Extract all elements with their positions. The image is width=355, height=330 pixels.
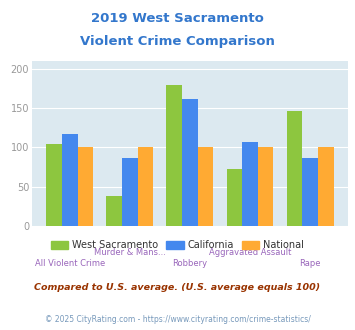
Bar bbox=[106, 196, 122, 226]
Bar bbox=[226, 169, 242, 226]
Bar bbox=[318, 148, 334, 226]
Bar bbox=[258, 148, 273, 226]
Text: Rape: Rape bbox=[299, 259, 321, 268]
Bar bbox=[182, 99, 198, 226]
Bar bbox=[62, 134, 77, 226]
Bar bbox=[198, 148, 213, 226]
Bar bbox=[242, 142, 258, 226]
Bar bbox=[166, 85, 182, 226]
Bar bbox=[302, 158, 318, 226]
Bar bbox=[122, 158, 138, 226]
Bar bbox=[46, 144, 62, 226]
Text: All Violent Crime: All Violent Crime bbox=[35, 259, 105, 268]
Bar bbox=[287, 111, 302, 226]
Bar bbox=[77, 148, 93, 226]
Text: Compared to U.S. average. (U.S. average equals 100): Compared to U.S. average. (U.S. average … bbox=[34, 283, 321, 292]
Text: © 2025 CityRating.com - https://www.cityrating.com/crime-statistics/: © 2025 CityRating.com - https://www.city… bbox=[45, 315, 310, 324]
Text: 2019 West Sacramento: 2019 West Sacramento bbox=[91, 12, 264, 24]
Legend: West Sacramento, California, National: West Sacramento, California, National bbox=[47, 236, 308, 254]
Bar bbox=[138, 148, 153, 226]
Text: Murder & Mans...: Murder & Mans... bbox=[94, 248, 166, 257]
Text: Violent Crime Comparison: Violent Crime Comparison bbox=[80, 35, 275, 48]
Text: Robbery: Robbery bbox=[173, 259, 207, 268]
Text: Aggravated Assault: Aggravated Assault bbox=[209, 248, 291, 257]
